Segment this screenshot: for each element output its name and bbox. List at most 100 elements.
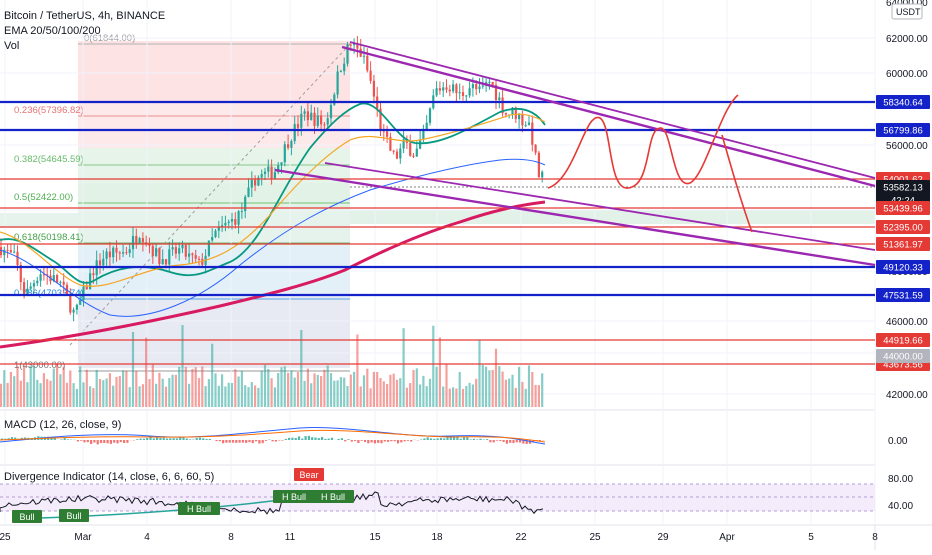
volume-bar — [505, 380, 507, 407]
volume-bar — [478, 340, 480, 407]
volume-bar — [535, 385, 537, 407]
volume-bar — [333, 381, 335, 407]
macd-bar — [361, 440, 363, 441]
macd-bar — [202, 438, 204, 440]
volume-bar — [511, 375, 513, 407]
volume-bar — [313, 373, 315, 407]
macd-bar — [64, 438, 66, 440]
macd-bar — [153, 438, 155, 440]
candle-body — [535, 145, 537, 153]
macd-bar — [427, 437, 429, 440]
macd-bar — [394, 440, 396, 441]
volume-bar — [82, 382, 84, 407]
candle-body — [36, 281, 38, 283]
macd-bar — [420, 439, 422, 440]
x-tick-label: 8 — [228, 532, 234, 543]
volume-bar — [224, 386, 226, 407]
volume-bar — [363, 375, 365, 407]
macd-bar — [318, 438, 320, 440]
candle-body — [284, 144, 286, 162]
macd-bar — [311, 437, 313, 440]
macd-bar — [239, 440, 241, 443]
candle-body — [525, 125, 527, 126]
volume-bar — [317, 375, 319, 407]
candle-body — [188, 254, 190, 257]
candle-body — [465, 95, 467, 96]
volume-bar — [449, 389, 451, 407]
candle-body — [409, 143, 411, 156]
volume-bar — [521, 382, 523, 407]
price-level-label: 47531.59 — [883, 291, 923, 302]
volume-bar — [162, 379, 164, 407]
macd-bar — [493, 440, 495, 442]
macd-bar — [364, 440, 366, 442]
macd-bar — [341, 438, 343, 440]
macd-bar — [87, 440, 89, 442]
candle-body — [455, 84, 457, 93]
macd-bar — [176, 438, 178, 440]
candle-body — [13, 252, 15, 253]
macd-bar — [159, 438, 161, 440]
candle-body — [16, 252, 18, 265]
candle-body — [181, 245, 183, 248]
volume-bar — [429, 379, 431, 407]
candle-body — [373, 81, 375, 97]
candle-body — [224, 223, 226, 225]
macd-bar — [374, 440, 376, 443]
channel-upper-line-2 — [350, 42, 875, 178]
macd-bar — [60, 439, 62, 440]
macd-bar — [189, 439, 191, 440]
candle-body — [330, 105, 332, 118]
volume-bar — [426, 386, 428, 407]
macd-bar — [281, 440, 283, 441]
macd-bar — [466, 437, 468, 440]
volume-bar — [132, 332, 134, 407]
candle-body — [518, 115, 520, 119]
volume-bar — [188, 384, 190, 407]
volume-bar — [350, 375, 352, 407]
volume-bar — [185, 367, 187, 407]
macd-bar — [252, 440, 254, 443]
candle-body — [538, 153, 540, 178]
macd-bar — [113, 440, 115, 443]
volume-bar — [145, 338, 147, 407]
volume-bar — [129, 387, 131, 407]
y-tick-label: 56000.00 — [886, 141, 928, 152]
volume-legend: Vol — [4, 40, 19, 52]
candle-body — [254, 180, 256, 186]
macd-legend: MACD (12, 26, close, 9) — [4, 419, 121, 431]
candle-body — [115, 248, 117, 253]
channel-upper-line — [342, 47, 875, 186]
candle-body — [488, 82, 490, 83]
x-tick-label: Apr — [719, 532, 735, 543]
volume-bar — [79, 366, 81, 407]
candle-body — [327, 118, 329, 124]
macd-bar — [407, 440, 409, 441]
price-level-label: 44919.66 — [883, 336, 923, 347]
volume-bar — [432, 326, 434, 407]
volume-bar — [356, 335, 358, 407]
candle-body — [294, 124, 296, 141]
candle-body — [152, 246, 154, 256]
rsi-band — [0, 484, 875, 511]
candle-body — [442, 87, 444, 90]
volume-bar — [175, 375, 177, 407]
macd-bar — [404, 440, 406, 441]
candle-body — [307, 111, 309, 120]
macd-bar — [169, 438, 171, 440]
volume-bar — [287, 373, 289, 407]
volume-bar — [106, 378, 108, 407]
candle-body — [63, 282, 65, 285]
candle-body — [416, 149, 418, 157]
candle-body — [521, 115, 523, 126]
volume-bar — [3, 370, 5, 407]
volume-bar — [69, 370, 71, 407]
volume-bar — [191, 369, 193, 407]
macd-bar — [80, 440, 82, 441]
candle-body — [412, 156, 414, 157]
macd-bar — [93, 440, 95, 443]
price-level-label: 51361.97 — [883, 240, 923, 251]
macd-bar — [163, 438, 165, 440]
volume-bar — [393, 374, 395, 407]
